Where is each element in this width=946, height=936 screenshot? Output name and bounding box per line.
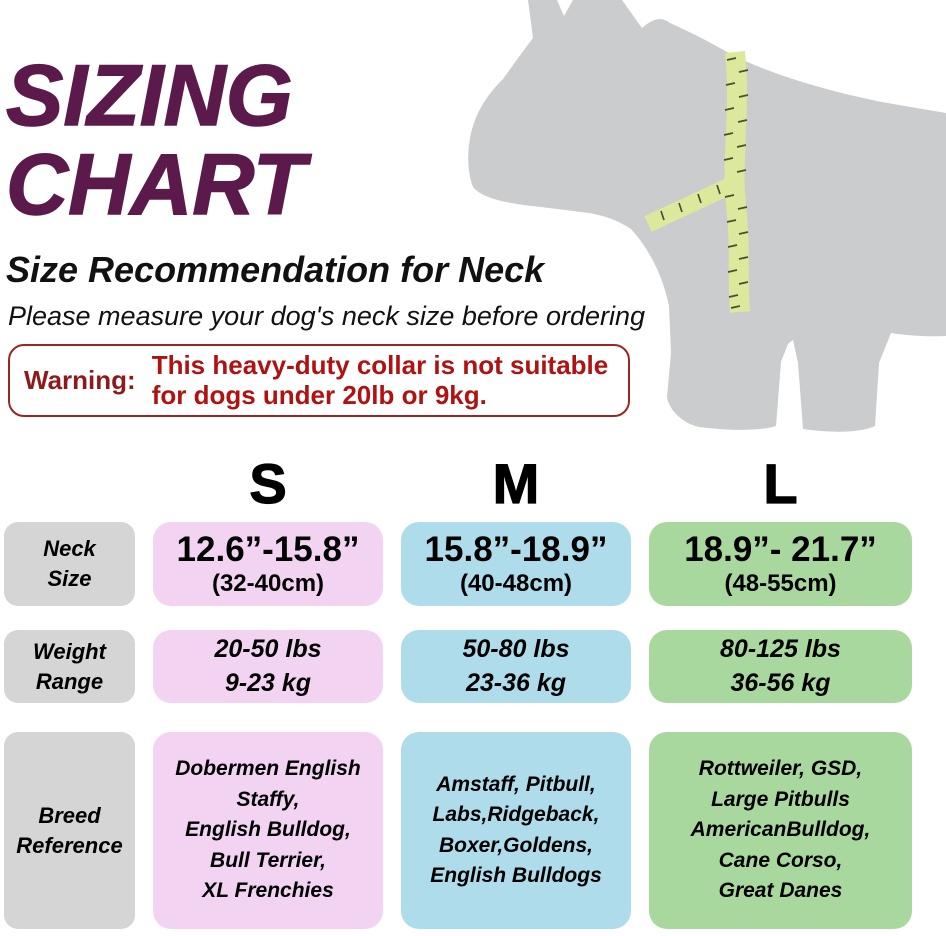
breed-cell-s: Dobermen English Staffy, English Bulldog…	[153, 732, 383, 929]
measure-note: Please measure your dog's neck size befo…	[8, 301, 646, 331]
page-title: SIZING CHART	[5, 48, 306, 233]
page-title-line-1: SIZING	[5, 48, 293, 144]
neck-cm-l: (48-55cm)	[724, 569, 837, 597]
weight-cell-s: 20-50 lbs 9-23 kg	[153, 630, 383, 703]
dog-silhouette-illustration	[468, 0, 946, 432]
weight-text-m: 50-80 lbs 23-36 kg	[462, 634, 570, 697]
size-header-row: S M L	[4, 452, 946, 515]
neck-range-s: 12.6”-15.8”	[176, 530, 360, 570]
measuring-tape	[724, 50, 750, 313]
weight-cell-l: 80-125 lbs 36-56 kg	[649, 630, 912, 703]
column-header-l: L	[763, 452, 798, 515]
page-title-line-2: CHART	[5, 137, 306, 233]
warning-label: Warning:	[24, 365, 136, 395]
breed-text-m: Amstaff, Pitbull, Labs,Ridgeback, Boxer,…	[430, 772, 602, 887]
header-spacer	[4, 462, 135, 506]
size-table: S M L Neck Size 12.6”-15.8” (32-40cm) 15…	[0, 452, 946, 929]
weight-text-l: 80-125 lbs 36-56 kg	[720, 634, 841, 697]
row-label-neck-size: Neck Size	[4, 522, 135, 606]
weight-text-s: 20-50 lbs 9-23 kg	[214, 634, 322, 697]
warning-message: This heavy-duty collar is not suitable f…	[151, 350, 609, 410]
neck-size-cell-l: 18.9”- 21.7” (48-55cm)	[649, 522, 912, 606]
neck-range-m: 15.8”-18.9”	[424, 530, 608, 570]
breed-cell-l: Rottweiler, GSD, Large Pitbulls American…	[649, 732, 912, 929]
row-label-weight-range: Weight Range	[4, 630, 135, 703]
neck-size-cell-s: 12.6”-15.8” (32-40cm)	[153, 522, 383, 606]
neck-size-cell-m: 15.8”-18.9” (40-48cm)	[401, 522, 631, 606]
neck-cm-s: (32-40cm)	[211, 569, 325, 597]
warning-box: Warning: This heavy-duty collar is not s…	[8, 344, 630, 417]
neck-size-row: Neck Size 12.6”-15.8” (32-40cm) 15.8”-18…	[4, 522, 946, 606]
breed-reference-row: Breed Reference Dobermen English Staffy,…	[4, 732, 946, 929]
dog-body	[468, 0, 946, 432]
breed-cell-m: Amstaff, Pitbull, Labs,Ridgeback, Boxer,…	[401, 732, 631, 929]
neck-range-l: 18.9”- 21.7”	[684, 530, 877, 570]
breed-text-l: Rottweiler, GSD, Large Pitbulls American…	[690, 757, 871, 903]
page-subtitle: Size Recommendation for Neck	[6, 249, 545, 290]
tape-tick-marks	[660, 57, 749, 309]
column-header-s: S	[249, 452, 288, 515]
weight-cell-m: 50-80 lbs 23-36 kg	[401, 630, 631, 703]
column-header-m: M	[492, 452, 540, 515]
row-label-breed-reference: Breed Reference	[4, 732, 135, 929]
weight-range-row: Weight Range 20-50 lbs 9-23 kg 50-80 lbs…	[4, 630, 946, 703]
neck-cm-m: (40-48cm)	[459, 569, 573, 597]
breed-text-s: Dobermen English Staffy, English Bulldog…	[175, 757, 361, 903]
